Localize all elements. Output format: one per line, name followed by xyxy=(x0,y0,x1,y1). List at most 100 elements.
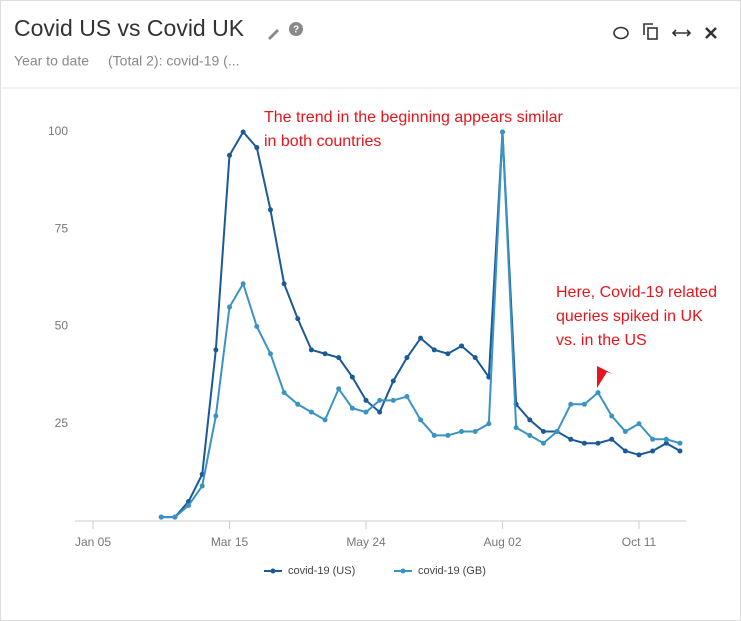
point xyxy=(349,374,355,380)
point xyxy=(677,440,683,446)
point xyxy=(240,281,246,287)
point xyxy=(295,401,301,407)
point xyxy=(213,347,219,353)
point xyxy=(540,429,546,435)
point xyxy=(459,429,465,435)
point xyxy=(609,436,615,442)
point xyxy=(609,413,615,419)
legend-swatch-dot xyxy=(400,568,406,574)
point xyxy=(431,432,437,438)
point xyxy=(254,324,260,329)
point xyxy=(254,145,260,151)
point xyxy=(595,390,601,396)
annotation: Here, Covid-19 related xyxy=(556,284,717,301)
point xyxy=(540,440,546,446)
x-tick-label: Aug 02 xyxy=(483,535,521,549)
expand-icon[interactable] xyxy=(671,29,692,37)
point xyxy=(554,429,560,435)
point xyxy=(431,347,437,353)
point xyxy=(227,304,232,310)
legend-label: covid-19 (GB) xyxy=(418,565,486,577)
point xyxy=(568,401,574,407)
point xyxy=(527,432,533,438)
point xyxy=(663,436,669,442)
point xyxy=(322,417,328,423)
point xyxy=(281,281,287,287)
y-tick-label: 100 xyxy=(48,124,68,138)
point xyxy=(158,514,164,520)
x-tick-label: Jan 05 xyxy=(75,535,111,549)
point xyxy=(363,409,369,415)
point xyxy=(650,448,656,454)
point xyxy=(663,440,669,446)
x-tick-label: Mar 15 xyxy=(211,535,249,549)
point xyxy=(636,452,642,458)
annotation: in both countries xyxy=(264,133,381,150)
point xyxy=(622,429,628,435)
point xyxy=(527,417,533,423)
point xyxy=(472,429,478,435)
point xyxy=(513,425,519,431)
point xyxy=(581,401,587,407)
point xyxy=(390,397,396,403)
comment-icon[interactable] xyxy=(613,26,629,40)
point xyxy=(363,397,369,403)
point xyxy=(568,436,574,442)
point xyxy=(213,413,219,419)
point xyxy=(172,514,178,520)
point xyxy=(472,355,478,361)
y-tick-label: 75 xyxy=(55,221,69,235)
x-tick-label: May 24 xyxy=(346,535,386,549)
point xyxy=(595,440,601,446)
point xyxy=(445,432,451,438)
copy-icon[interactable] xyxy=(647,27,658,40)
point xyxy=(404,394,410,400)
annotation: The trend in the beginning appears simil… xyxy=(264,109,564,126)
point xyxy=(418,335,424,341)
point xyxy=(500,129,505,135)
point xyxy=(308,409,314,415)
close-icon[interactable] xyxy=(705,27,717,39)
annotation: queries spiked in UK xyxy=(556,308,703,325)
point xyxy=(418,417,424,423)
point xyxy=(336,355,342,361)
point xyxy=(650,436,656,442)
point xyxy=(322,351,328,357)
subtitle-detail: (Total 2): covid-19 (... xyxy=(108,53,240,69)
point xyxy=(186,502,192,508)
point xyxy=(308,347,314,353)
legend-swatch-dot xyxy=(270,568,276,574)
point xyxy=(581,440,587,446)
subtitle: Year to date xyxy=(14,53,89,69)
point xyxy=(336,386,342,392)
point xyxy=(377,397,383,403)
point xyxy=(281,390,287,396)
y-tick-label: 50 xyxy=(55,319,69,333)
help-icon[interactable] xyxy=(289,22,303,36)
point xyxy=(445,351,451,357)
point xyxy=(622,448,628,454)
y-tick-label: 25 xyxy=(55,416,69,430)
point xyxy=(199,483,205,489)
point xyxy=(404,355,410,361)
point xyxy=(636,421,642,427)
point xyxy=(267,351,273,357)
point xyxy=(295,316,301,322)
point xyxy=(377,409,383,415)
point xyxy=(677,448,683,454)
point xyxy=(486,421,492,427)
annotation-arrow xyxy=(597,366,613,388)
edit-icon[interactable] xyxy=(268,29,279,40)
point xyxy=(240,129,246,135)
help-icon-mark: ? xyxy=(293,25,299,36)
chart-title: Covid US vs Covid UK xyxy=(14,15,245,41)
point xyxy=(390,378,396,384)
copy-icon-back xyxy=(643,23,653,35)
annotation: vs. in the US xyxy=(556,332,647,349)
point xyxy=(459,343,465,349)
point xyxy=(267,207,273,213)
x-tick-label: Oct 11 xyxy=(622,535,657,549)
point xyxy=(227,152,232,158)
